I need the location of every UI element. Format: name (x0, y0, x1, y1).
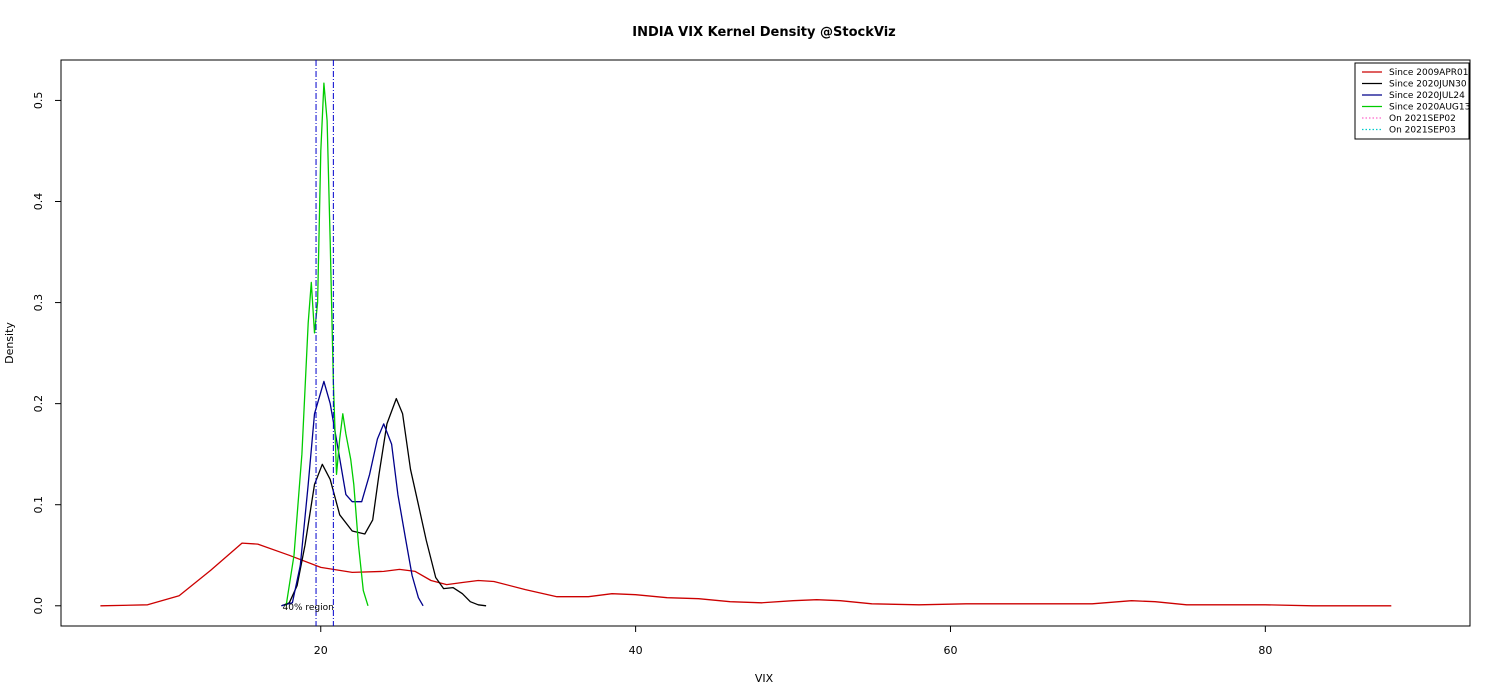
y-tick-label: 0.4 (32, 193, 45, 211)
y-tick-label: 0.2 (32, 395, 45, 413)
x-axis: 20 40 60 80 (314, 626, 1272, 657)
x-tick-label: 60 (943, 644, 957, 657)
legend-label: Since 2009APR01 (1389, 68, 1468, 78)
series-line-since-2009apr01 (100, 542, 1392, 607)
legend-label: On 2021SEP02 (1389, 114, 1456, 124)
y-axis-label: Density (3, 322, 16, 364)
x-tick-label: 80 (1258, 644, 1272, 657)
legend-label: Since 2020JUL24 (1389, 91, 1465, 101)
series-line-since-2020jun30 (281, 397, 487, 607)
chart-title: INDIA VIX Kernel Density @StockViz (632, 25, 896, 40)
plot-frame (60, 59, 1471, 627)
legend-label: Since 2020JUN30 (1389, 80, 1467, 90)
series-line-since-2020jul24 (281, 380, 424, 607)
annotation-text: 40% region (283, 603, 334, 613)
legend-label: On 2021SEP03 (1389, 126, 1456, 136)
annotation-layer: 40% region (283, 603, 334, 613)
y-axis: 0.0 0.1 0.2 0.3 0.4 0.5 (32, 92, 61, 615)
x-tick-label: 20 (314, 644, 328, 657)
series-layer (100, 60, 1392, 626)
y-tick-label: 0.1 (32, 496, 45, 514)
y-tick-label: 0.3 (32, 294, 45, 312)
y-tick-label: 0.0 (32, 597, 45, 615)
series-line-since-2020aug13 (285, 82, 369, 606)
legend-box (1354, 62, 1470, 140)
x-axis-label: VIX (755, 672, 774, 685)
y-tick-label: 0.5 (32, 92, 45, 110)
x-tick-label: 40 (629, 644, 643, 657)
legend-label: Since 2020AUG13 (1389, 103, 1470, 113)
